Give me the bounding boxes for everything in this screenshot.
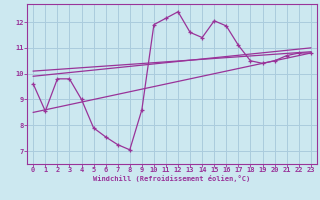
X-axis label: Windchill (Refroidissement éolien,°C): Windchill (Refroidissement éolien,°C) <box>93 175 251 182</box>
